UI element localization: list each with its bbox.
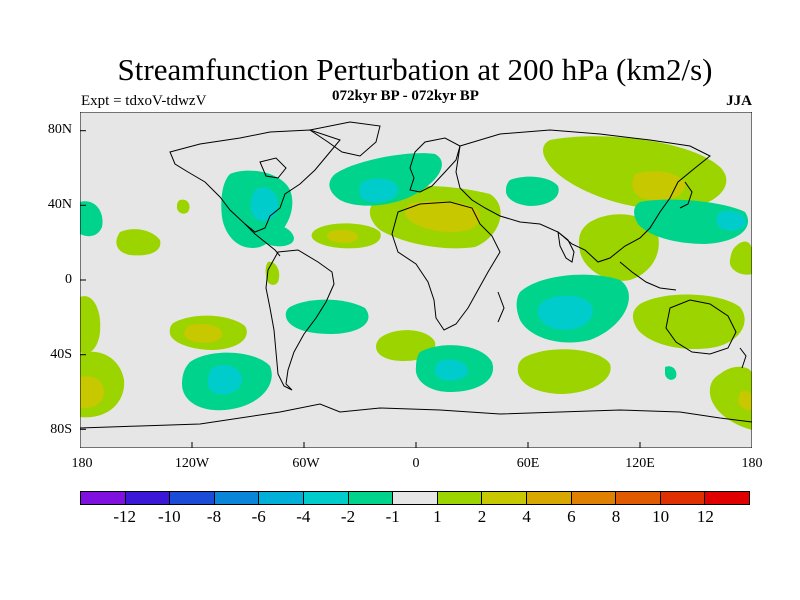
colorbar-swatch bbox=[526, 492, 572, 504]
contour-neg-westedge bbox=[80, 201, 103, 237]
colorbar-label: -8 bbox=[206, 507, 222, 526]
colorbar-label: 8 bbox=[611, 507, 621, 526]
colorbar-swatch bbox=[170, 492, 215, 504]
coast-madagascar bbox=[497, 291, 505, 323]
coast-south-america bbox=[265, 249, 335, 391]
contour-pos2-southpacific bbox=[184, 324, 223, 343]
colorbar-swatch bbox=[705, 492, 749, 504]
chart-title: Streamfunction Perturbation at 200 hPa (… bbox=[117, 52, 713, 87]
lon-label-120e: 120E bbox=[625, 456, 655, 471]
lat-label-40s: 40S bbox=[50, 347, 72, 362]
contour-neg2-indianocean bbox=[538, 295, 593, 330]
coast-antarctica bbox=[80, 403, 752, 429]
coast-newzealand bbox=[739, 347, 747, 369]
contour-neg-centralasia bbox=[505, 176, 559, 206]
contour-pos-eastasia bbox=[578, 214, 659, 281]
map-svg bbox=[80, 112, 752, 448]
coast-north-america bbox=[169, 129, 341, 233]
coast-europe bbox=[409, 137, 461, 193]
colorbar-swatch bbox=[214, 492, 260, 504]
lon-label-60e: 60E bbox=[516, 456, 540, 471]
coast-asia bbox=[455, 129, 711, 263]
lon-label-60w: 60W bbox=[292, 456, 320, 471]
colorbar-label: 10 bbox=[652, 507, 670, 526]
continent-outlines bbox=[80, 121, 752, 429]
colorbar-label: -12 bbox=[113, 507, 136, 526]
coast-india bbox=[557, 230, 575, 263]
experiment-label: Expt = tdxoV-tdwzV bbox=[81, 93, 207, 109]
contour-pos-smallpatch bbox=[176, 199, 190, 214]
coast-greenland bbox=[308, 121, 381, 157]
map-panel bbox=[80, 112, 752, 448]
coast-southeast-asia bbox=[619, 261, 677, 291]
season-label: JJA bbox=[726, 93, 752, 109]
colorbar-label: -4 bbox=[296, 507, 311, 526]
coast-africa bbox=[391, 201, 501, 331]
coast-central-america bbox=[244, 223, 281, 257]
contour-neg-southamerica bbox=[285, 299, 369, 334]
contour-neg-eastasia bbox=[634, 199, 749, 244]
colorbar-label: 2 bbox=[477, 507, 487, 526]
contour-pos-westedge bbox=[80, 296, 101, 354]
lat-label-0: 0 bbox=[65, 272, 72, 287]
colorbar-swatch bbox=[437, 492, 483, 504]
contour-pos-eastpacific bbox=[729, 241, 752, 275]
coast-australia bbox=[665, 299, 737, 355]
contour-neg-centralamerica bbox=[262, 225, 294, 247]
colorbar bbox=[80, 491, 750, 505]
lon-ticks bbox=[191, 442, 641, 448]
colorbar-swatch bbox=[616, 492, 661, 504]
lat-ticks bbox=[80, 130, 86, 430]
contour-pos2-eastedge bbox=[738, 391, 752, 411]
colorbar-label: -2 bbox=[340, 507, 356, 526]
lon-label-120w: 120W bbox=[174, 456, 210, 471]
colorbar-swatch bbox=[393, 492, 438, 504]
coast-hudson-bay bbox=[259, 157, 287, 179]
contour-neg2-southatlantic bbox=[434, 359, 469, 381]
colorbar-label: 12 bbox=[696, 507, 714, 526]
colorbar-swatch bbox=[81, 492, 126, 504]
colorbar-label: -10 bbox=[157, 507, 181, 526]
contour-pos-southeastpacific bbox=[709, 366, 752, 430]
lat-label-40n: 40N bbox=[47, 197, 72, 212]
colorbar-label: -1 bbox=[385, 507, 400, 526]
contour-pos-southindian bbox=[517, 349, 611, 394]
lat-label-80n: 80N bbox=[47, 122, 72, 137]
colorbar-swatch bbox=[259, 492, 304, 504]
colorbar-swatch bbox=[303, 492, 349, 504]
colorbar-label: -6 bbox=[251, 507, 266, 526]
colorbar-swatch bbox=[660, 492, 706, 504]
colorbar-swatch bbox=[482, 492, 527, 504]
lon-label-0: 0 bbox=[412, 456, 420, 471]
coast-japan bbox=[679, 181, 693, 209]
contour-pos2-tropicalatlantic bbox=[327, 229, 359, 243]
colorbar-swatch bbox=[571, 492, 617, 504]
chart-subtitle: 072kyr BP - 072kyr BP bbox=[332, 88, 479, 104]
colorbar-swatch bbox=[125, 492, 171, 504]
colorbar-label: 6 bbox=[567, 507, 576, 526]
lon-label-180e: 180 bbox=[741, 456, 763, 471]
contour-neg2-southpacific bbox=[207, 365, 243, 395]
colorbar-label: 1 bbox=[433, 507, 442, 526]
colorbar-label: 4 bbox=[522, 507, 531, 526]
lon-label-180w: 180 bbox=[71, 456, 93, 471]
contour-neg2-northatlantic bbox=[359, 178, 399, 203]
contour-pos-tropicalpacific bbox=[116, 229, 161, 256]
colorbar-swatch bbox=[348, 492, 394, 504]
lat-label-80s: 80S bbox=[50, 422, 72, 437]
contour-pos2-northpacific bbox=[632, 171, 686, 201]
contour-pos2-eurasia bbox=[405, 200, 481, 232]
contour-neg-southeastpacific bbox=[665, 366, 677, 380]
contour-neg2-northamerica bbox=[250, 187, 278, 222]
contour-pos2-westedge bbox=[80, 376, 104, 409]
contour-neg2-eastasia bbox=[716, 210, 746, 231]
